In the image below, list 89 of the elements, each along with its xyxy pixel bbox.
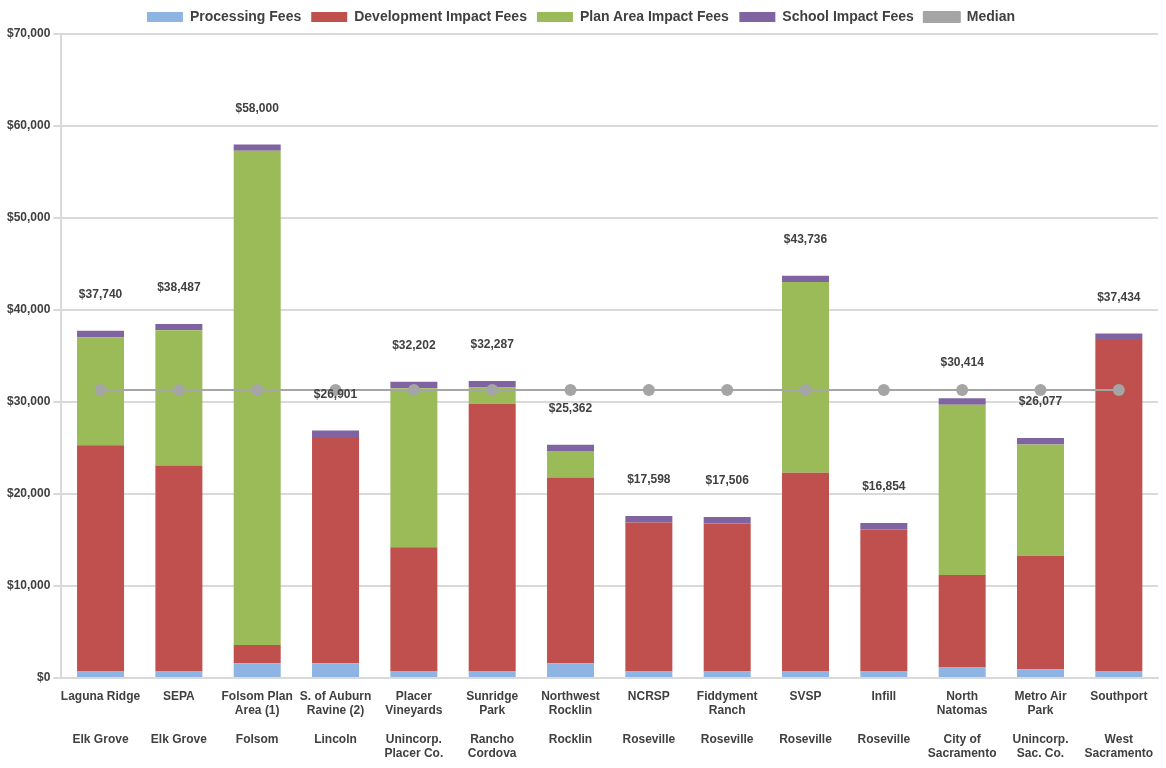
total-label: $38,487 xyxy=(157,280,201,295)
legend-label: Plan Area Impact Fees xyxy=(579,7,730,24)
bar xyxy=(77,445,125,672)
total-label: $32,202 xyxy=(392,338,436,353)
total-label: $37,740 xyxy=(78,287,123,302)
bar xyxy=(155,465,203,672)
bar xyxy=(1017,444,1064,556)
y-tick-label: $50,000 xyxy=(6,210,51,225)
y-tick-label: $0 xyxy=(37,670,51,685)
category-label: SEPA Elk Grove xyxy=(150,688,207,746)
bar xyxy=(625,671,673,677)
bar xyxy=(77,330,125,338)
bar xyxy=(782,275,830,283)
legend-label: Development Impact Fees xyxy=(354,7,528,24)
category-label: Fiddyment Ranch Roseville xyxy=(696,688,758,746)
y-tick-label: $60,000 xyxy=(6,118,51,133)
bar xyxy=(390,671,438,677)
total-label: $26,901 xyxy=(313,386,358,401)
category-label: Placer Vineyards Unincorp. Placer Co. xyxy=(384,688,444,761)
bar xyxy=(1017,555,1064,670)
category-label: Southport West Sacramento xyxy=(1084,688,1154,761)
bar xyxy=(312,430,360,437)
bar xyxy=(155,330,203,466)
category-label: Northwest Rocklin Rocklin xyxy=(541,688,600,746)
category-label: Sunridge Park Rancho Cordova xyxy=(466,688,519,761)
bar xyxy=(938,398,986,405)
legend-label: Median xyxy=(966,7,1016,24)
bar xyxy=(1095,671,1143,677)
category-label: Laguna Ridge Elk Grove xyxy=(60,688,141,746)
bar xyxy=(468,403,516,672)
bar xyxy=(703,671,751,677)
bar xyxy=(860,529,908,672)
bar xyxy=(233,144,281,151)
total-label: $43,736 xyxy=(783,231,828,246)
bar xyxy=(782,282,830,473)
category-label: S. of Auburn Ravine (2) Lincoln xyxy=(299,688,372,746)
bar xyxy=(468,671,516,677)
total-label: $30,414 xyxy=(940,354,985,369)
total-label: $17,598 xyxy=(627,472,671,487)
y-tick-label: $30,000 xyxy=(6,394,51,409)
y-tick-label: $40,000 xyxy=(6,302,51,317)
category-label: Metro Air Park Unincorp. Sac. Co. xyxy=(1012,688,1069,761)
y-tick-label: $10,000 xyxy=(6,578,51,593)
bar xyxy=(938,574,986,668)
legend-label: School Impact Fees xyxy=(782,7,915,24)
total-label: $32,287 xyxy=(470,337,515,352)
category-label: Infill Roseville xyxy=(857,688,911,746)
bar xyxy=(77,337,125,446)
bar xyxy=(782,472,830,672)
bar xyxy=(1017,669,1064,677)
total-label: $16,854 xyxy=(862,479,906,494)
bar xyxy=(390,388,438,548)
total-label: $17,506 xyxy=(705,473,750,488)
bar xyxy=(155,671,203,677)
category-label: SVSP Roseville xyxy=(779,688,832,746)
bar xyxy=(547,477,595,664)
bar xyxy=(938,667,986,677)
bar xyxy=(233,644,281,664)
bar xyxy=(860,522,908,530)
bar xyxy=(77,671,125,677)
category-label: NCRSP Roseville xyxy=(622,688,676,746)
category-label: Folsom Plan Area (1) Folsom xyxy=(221,688,293,746)
bar xyxy=(782,671,830,677)
category-label: North Natomas City of Sacramento xyxy=(927,688,997,761)
total-label: $58,000 xyxy=(235,100,280,115)
total-label: $26,077 xyxy=(1018,394,1063,409)
bar xyxy=(1095,333,1143,341)
y-tick-label: $20,000 xyxy=(6,486,51,501)
bar xyxy=(1095,340,1143,672)
total-label: $37,434 xyxy=(1097,289,1141,304)
bar xyxy=(547,451,595,478)
bar xyxy=(155,323,203,331)
bar xyxy=(625,516,673,523)
bar xyxy=(547,663,595,677)
bar xyxy=(625,522,673,672)
bar xyxy=(703,516,751,524)
bar xyxy=(233,663,281,677)
legend-label: Processing Fees xyxy=(189,7,302,24)
bar xyxy=(938,404,986,575)
bar xyxy=(860,671,908,677)
bar xyxy=(312,663,360,677)
bar xyxy=(703,523,751,672)
bar xyxy=(312,436,360,664)
total-label: $25,362 xyxy=(548,400,593,415)
bar xyxy=(547,444,595,452)
bar xyxy=(390,547,438,672)
bar xyxy=(1017,438,1064,445)
y-tick-label: $70,000 xyxy=(6,26,51,41)
bar xyxy=(233,150,281,645)
